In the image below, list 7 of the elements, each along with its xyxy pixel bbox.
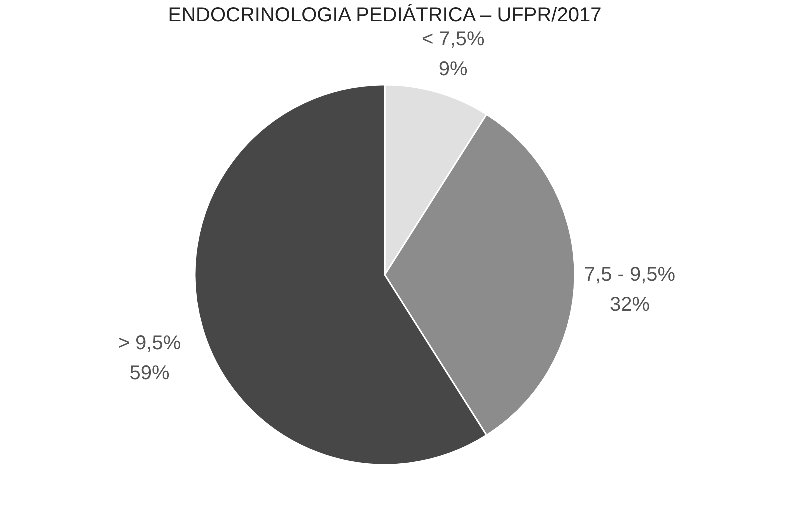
slice-label: > 9,5%: [118, 332, 182, 354]
slice-label: < 7,5%: [422, 28, 485, 51]
data-label: 59%: [130, 362, 170, 384]
data-label: 9%: [438, 58, 468, 81]
chart-title: ENDOCRINOLOGIA PEDIÁTRICA – UFPR/2017: [168, 4, 602, 27]
slice-label: 7,5 - 9,5%: [584, 264, 676, 286]
data-label: 32%: [610, 294, 650, 316]
